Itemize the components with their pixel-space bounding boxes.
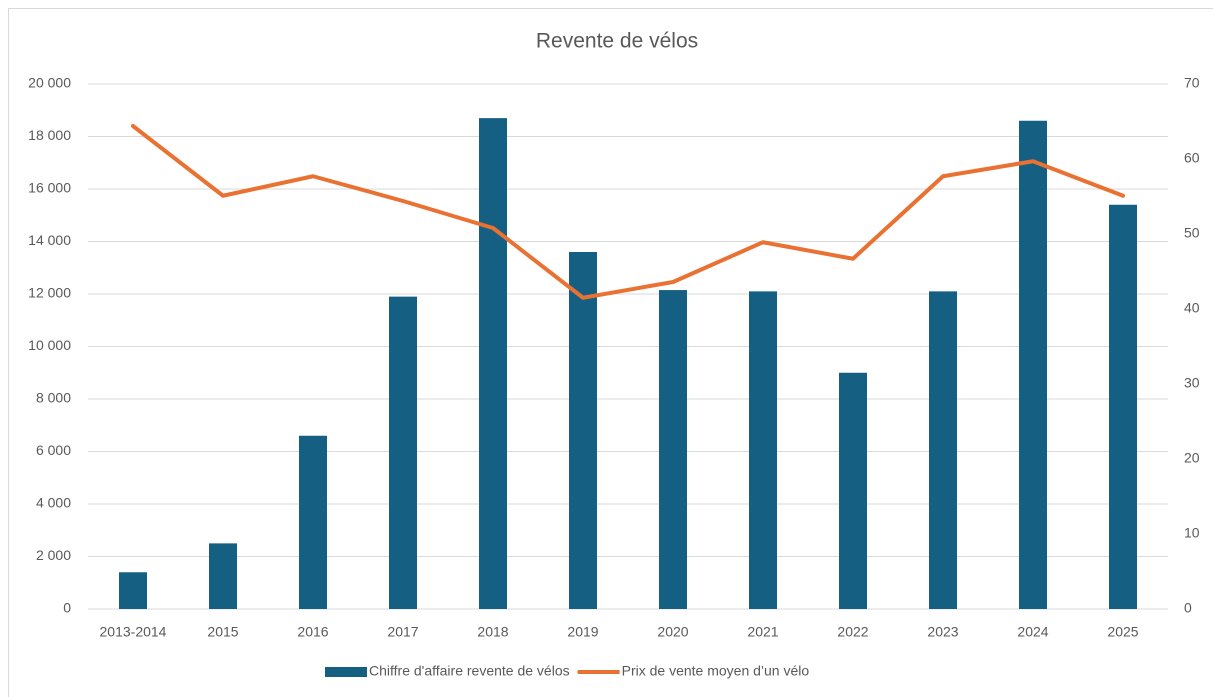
y-tick-label: 20 000 bbox=[28, 75, 71, 91]
x-tick-label: 2025 bbox=[1107, 624, 1138, 640]
x-tick-label: 2020 bbox=[657, 624, 688, 640]
x-tick-label: 2022 bbox=[837, 624, 868, 640]
y-tick-label: 10 000 bbox=[28, 337, 71, 353]
bar bbox=[209, 543, 237, 609]
y2-tick-label: 70 bbox=[1184, 75, 1200, 91]
x-tick-label: 2018 bbox=[477, 624, 508, 640]
bar bbox=[749, 291, 777, 609]
chart-title: Revente de vélos bbox=[536, 30, 698, 53]
y-tick-label: 2 000 bbox=[36, 547, 71, 563]
y2-tick-label: 50 bbox=[1184, 225, 1200, 241]
legend-swatch bbox=[325, 667, 367, 677]
bar bbox=[479, 118, 507, 609]
y-tick-label: 0 bbox=[63, 600, 71, 616]
y2-tick-label: 40 bbox=[1184, 300, 1200, 316]
bar bbox=[1019, 120, 1047, 609]
x-tick-label: 2015 bbox=[207, 624, 238, 640]
y-tick-label: 14 000 bbox=[28, 232, 71, 248]
bar bbox=[929, 291, 957, 609]
legend-label: Prix de vente moyen d’un vélo bbox=[622, 663, 810, 679]
y2-tick-label: 30 bbox=[1184, 375, 1200, 391]
x-tick-label: 2013-2014 bbox=[100, 624, 167, 640]
y-tick-label: 18 000 bbox=[28, 127, 71, 143]
y-tick-label: 8 000 bbox=[36, 390, 71, 406]
x-tick-label: 2024 bbox=[1017, 624, 1048, 640]
y2-tick-label: 0 bbox=[1184, 600, 1192, 616]
y2-tick-label: 10 bbox=[1184, 525, 1200, 541]
bar bbox=[659, 290, 687, 609]
x-tick-label: 2019 bbox=[567, 624, 598, 640]
x-tick-label: 2017 bbox=[387, 624, 418, 640]
y-tick-label: 12 000 bbox=[28, 285, 71, 301]
bar bbox=[119, 572, 147, 609]
y-tick-label: 4 000 bbox=[36, 495, 71, 511]
bar bbox=[569, 252, 597, 609]
bar bbox=[389, 296, 417, 609]
bar bbox=[299, 435, 327, 609]
y2-tick-label: 20 bbox=[1184, 450, 1200, 466]
bar bbox=[839, 372, 867, 609]
x-tick-label: 2021 bbox=[747, 624, 778, 640]
line bbox=[131, 124, 1125, 300]
y2-tick-label: 60 bbox=[1184, 150, 1200, 166]
y-tick-label: 6 000 bbox=[36, 442, 71, 458]
x-tick-label: 2023 bbox=[927, 624, 958, 640]
bar bbox=[1109, 204, 1137, 609]
y-tick-label: 16 000 bbox=[28, 180, 71, 196]
x-tick-label: 2016 bbox=[297, 624, 328, 640]
legend-label: Chiffre d'affaire revente de vélos bbox=[369, 663, 570, 679]
